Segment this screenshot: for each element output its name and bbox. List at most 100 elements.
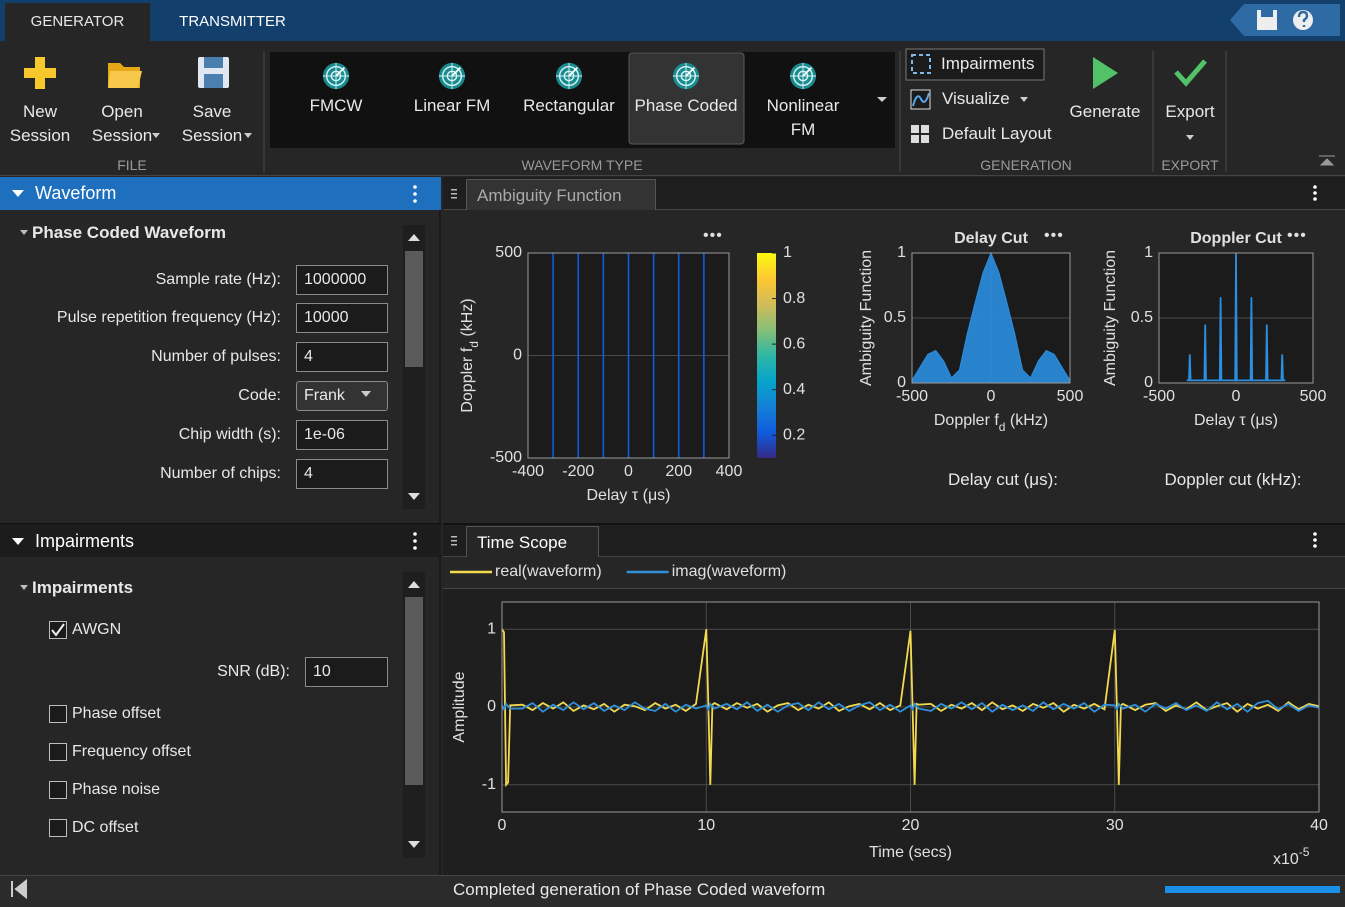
x-tick-label: -400	[512, 463, 544, 480]
y-axis-label-part: d	[467, 341, 481, 348]
tab[interactable]: TRANSMITTER	[160, 3, 305, 41]
x-axis-label: Delay τ (μs)	[1194, 412, 1278, 429]
button-label[interactable]: New Session	[6, 100, 74, 148]
legend-label: imag(waveform)	[672, 563, 787, 580]
cut-label: Doppler cut (kHz):	[1153, 470, 1313, 490]
y-tick-label: 500	[495, 244, 522, 261]
doc-grip	[451, 189, 457, 546]
scroll-thumb[interactable]	[405, 251, 423, 367]
x-axis-label-part: (kHz)	[1005, 412, 1048, 429]
x-tick-label: 0	[624, 463, 633, 480]
axes-frame	[912, 253, 1070, 383]
x-tick-label: -500	[896, 388, 928, 405]
axes-menu-bg	[1040, 225, 1074, 249]
axes-frame	[528, 253, 729, 458]
cut-label: Delay cut (μs):	[945, 470, 1061, 490]
axes-menu: •••	[1044, 227, 1064, 244]
collapse-caret[interactable]	[12, 538, 24, 545]
x-tick-label: 200	[665, 463, 692, 480]
layout-icon	[911, 125, 929, 143]
waveform-icon	[673, 63, 699, 89]
tab[interactable]: GENERATOR	[5, 3, 150, 41]
axes-menu: •••	[703, 227, 723, 244]
button-label[interactable]: Visualize	[942, 87, 1010, 111]
button-label[interactable]: Save Session	[178, 100, 246, 148]
waveform-option[interactable]: FMCW	[280, 94, 392, 118]
y-axis-label: Doppler fd (kHz)	[459, 298, 481, 412]
x-axis-label-part: Doppler f	[934, 412, 999, 429]
colorbar-label: 0.2	[783, 426, 805, 443]
area	[912, 253, 1070, 383]
colorbar-label: 0.4	[783, 381, 805, 398]
button-label[interactable]: Default Layout	[942, 122, 1052, 146]
chart-title: Doppler Cut	[1190, 230, 1282, 247]
save-icon-part	[1261, 10, 1273, 17]
status-text: Completed generation of Phase Coded wave…	[453, 880, 825, 900]
collapse-caret[interactable]	[12, 190, 24, 197]
y-axis-label-part: (kHz)	[459, 298, 476, 341]
toggle-label[interactable]: Impairments	[941, 52, 1035, 76]
button-label[interactable]: Open Session	[88, 100, 156, 148]
scroll-thumb[interactable]	[405, 597, 423, 785]
doc-menu[interactable]	[1313, 185, 1317, 548]
y-axis-label: Ambiguity Function	[1102, 250, 1119, 386]
save-session-icon-part	[204, 74, 223, 88]
waveform-icon	[556, 63, 582, 89]
section-caret[interactable]	[20, 585, 28, 590]
panel-menu[interactable]	[413, 185, 417, 203]
y-tick-label: 1	[897, 244, 906, 261]
group-label: FILE	[82, 157, 182, 173]
left-panel-icons	[0, 177, 441, 875]
x-tick-label: 0	[987, 388, 996, 405]
save-session-icon-part	[204, 57, 223, 68]
x-tick-label: 500	[1300, 388, 1327, 405]
x-axis-label: Delay τ (μs)	[587, 487, 671, 504]
export-icon	[1176, 61, 1205, 83]
quick-access	[1230, 4, 1340, 36]
open-icon-part	[108, 71, 142, 88]
axes-bg	[912, 253, 1070, 383]
dropdown-arrow	[361, 391, 371, 397]
y-tick-label: -500	[490, 449, 522, 466]
x-axis-label: Doppler fd (kHz)	[934, 412, 1048, 434]
button-label[interactable]: Generate	[1060, 100, 1150, 124]
y-tick-label: 1	[1144, 244, 1153, 261]
x-tick-label: -500	[1143, 388, 1175, 405]
generate-icon	[1093, 57, 1118, 89]
waveform-option[interactable]: Linear FM	[396, 94, 508, 118]
chart-title: Delay Cut	[954, 230, 1028, 247]
x-tick-label: -200	[562, 463, 594, 480]
line	[1187, 253, 1286, 380]
y-axis-label-part: Doppler f	[459, 347, 476, 412]
y-tick-label: 0	[897, 374, 906, 391]
button-label[interactable]: Export	[1150, 100, 1230, 124]
scope-area	[443, 588, 1345, 875]
group-label: GENERATION	[946, 157, 1106, 173]
colorbar-label: 0.8	[783, 290, 805, 307]
waveform-icon	[439, 63, 465, 89]
new-icon	[24, 57, 56, 89]
collapse-toolstrip[interactable]	[1319, 156, 1335, 165]
section-caret[interactable]	[20, 230, 28, 235]
panel-menu[interactable]	[413, 532, 417, 550]
waveform-icon	[790, 63, 816, 89]
axes-frame	[1159, 253, 1313, 383]
waveform-option[interactable]: Rectangular	[513, 94, 625, 118]
y-tick-label: 0	[1144, 374, 1153, 391]
x-tick-label: 0	[1232, 388, 1241, 405]
x-axis-label-part: d	[999, 420, 1006, 434]
progress-bar	[1165, 886, 1340, 893]
doc-tab[interactable]: Time Scope	[466, 526, 599, 557]
y-tick-label: 0.5	[1131, 309, 1153, 326]
x-tick-label: 400	[716, 463, 743, 480]
colorbar-label: 1	[783, 244, 792, 261]
waveform-option[interactable]: Nonlinear FM	[758, 94, 848, 142]
y-axis-label: Ambiguity Function	[858, 250, 875, 386]
group-label: WAVEFORM TYPE	[482, 157, 682, 173]
colorbar	[757, 253, 776, 458]
x-tick-label: 500	[1057, 388, 1084, 405]
waveform-option[interactable]: Phase Coded	[630, 94, 742, 118]
axes-bg	[1159, 253, 1313, 383]
doc-tab[interactable]: Ambiguity Function	[466, 179, 656, 210]
